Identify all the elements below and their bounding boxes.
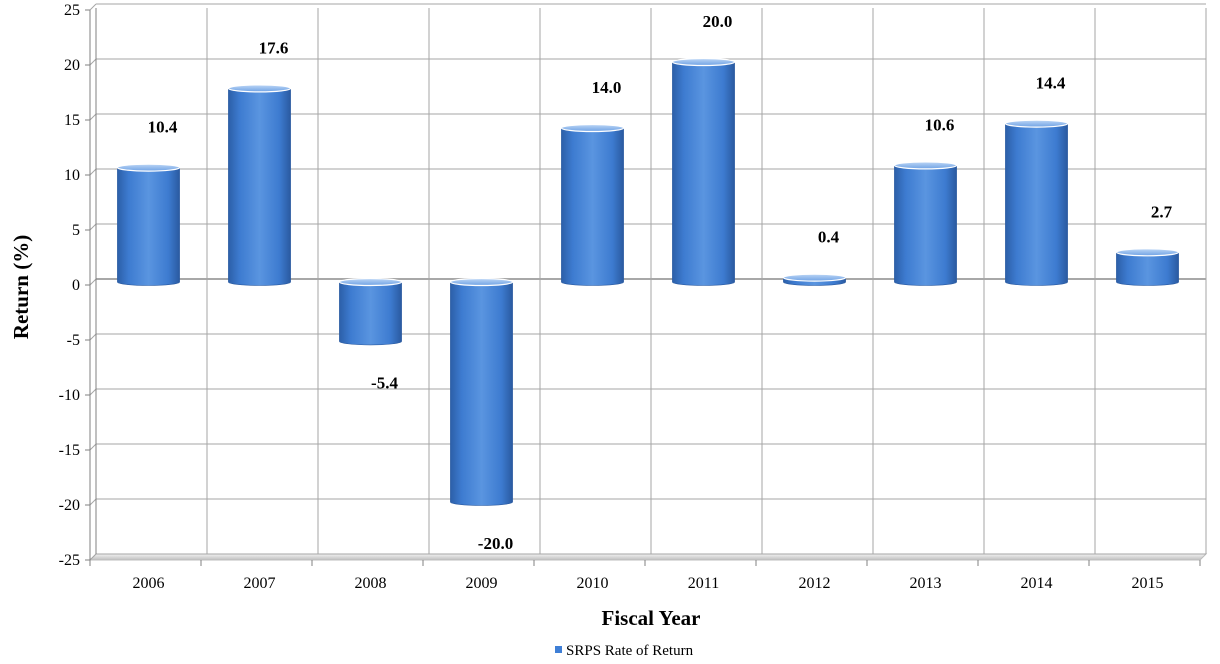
bar-2014	[1004, 119, 1069, 286]
x-axis-title: Fiscal Year	[602, 606, 701, 630]
bar-cap	[1115, 248, 1180, 257]
data-label: -20.0	[478, 534, 513, 553]
data-label: 2.7	[1151, 202, 1173, 221]
bar-cap	[560, 123, 625, 133]
bar-2015	[1115, 248, 1180, 286]
x-tick-label: 2011	[688, 575, 719, 592]
data-label: -5.4	[371, 373, 398, 392]
bar-2011	[671, 57, 736, 286]
y-tick-label: -15	[59, 442, 80, 459]
y-tick-label: 10	[64, 167, 80, 184]
bar-body	[561, 127, 624, 286]
bar-cap	[449, 277, 514, 287]
data-label: 17.6	[259, 38, 289, 57]
bar-body	[450, 281, 513, 506]
bar-body	[1116, 252, 1179, 286]
bar-cap	[671, 57, 736, 67]
gridline-wall-connector	[89, 223, 97, 231]
legend-label: SRPS Rate of Return	[566, 643, 694, 659]
x-tick-label: 2012	[799, 575, 831, 592]
y-tick-label: -25	[59, 552, 80, 569]
data-label: 14.4	[1036, 74, 1066, 93]
data-label: 10.6	[925, 115, 955, 134]
bar-body	[672, 61, 735, 286]
data-label: 10.4	[148, 118, 178, 137]
y-tick-label: -20	[59, 497, 80, 514]
y-tick-label: -10	[59, 387, 80, 404]
bar-2013	[893, 161, 958, 286]
bar-body	[1005, 123, 1068, 286]
x-tick-label: 2010	[577, 575, 609, 592]
y-axis-title: Return (%)	[9, 235, 33, 339]
bar-cap	[1004, 119, 1069, 128]
bar-2008	[338, 277, 403, 346]
bar-body	[117, 167, 180, 286]
bar-2009	[449, 277, 514, 506]
data-label: 0.4	[818, 228, 840, 247]
gridline-wall-connector	[89, 553, 97, 561]
bar-body	[894, 165, 957, 286]
bar-2010	[560, 123, 625, 286]
y-tick-label: 15	[64, 112, 80, 129]
chart-floor	[88, 553, 1208, 561]
gridline-wall-connector	[89, 3, 97, 11]
bar-2006	[116, 163, 181, 286]
gridline-wall-connector	[89, 388, 97, 396]
y-tick-label: 0	[72, 277, 80, 294]
y-tick-label: -5	[67, 332, 80, 349]
y-tick-label: 20	[64, 57, 80, 74]
bar-cap	[338, 277, 403, 287]
bar-cap	[227, 84, 292, 93]
legend: SRPS Rate of Return	[555, 643, 694, 659]
bar-2007	[227, 84, 292, 286]
x-tick-label: 2015	[1132, 575, 1164, 592]
data-label: 20.0	[703, 12, 733, 31]
data-label: 14.0	[592, 78, 622, 97]
x-tick-label: 2007	[244, 575, 276, 592]
gridline-wall-connector	[89, 113, 97, 121]
x-tick-label: 2008	[355, 575, 387, 592]
x-tick-label: 2014	[1021, 575, 1053, 592]
gridline-wall-connector	[89, 278, 97, 286]
bar-body	[339, 281, 402, 346]
bars	[116, 57, 1180, 506]
gridline-wall-connector	[89, 333, 97, 341]
gridline-wall-connector	[89, 168, 97, 176]
gridline-wall-connector	[89, 498, 97, 506]
legend-swatch	[555, 646, 562, 653]
bar-2012	[782, 273, 847, 286]
x-tick-label: 2006	[133, 575, 165, 592]
y-tick-label: 5	[72, 222, 80, 239]
gridline-wall-connector	[89, 58, 97, 66]
bar-body	[228, 88, 291, 286]
bar-cap	[116, 163, 181, 172]
x-tick-label: 2013	[910, 575, 942, 592]
y-tick-label: 25	[64, 2, 80, 19]
bar-cap	[893, 161, 958, 170]
data-labels: 10.4 17.6 -5.4 -20.0 14.0 20.0 0.4 10.6 14.4 2.7	[148, 12, 1173, 553]
bar-cap	[782, 273, 847, 282]
gridline-wall-connector	[89, 443, 97, 451]
x-tick-label: 2009	[466, 575, 498, 592]
